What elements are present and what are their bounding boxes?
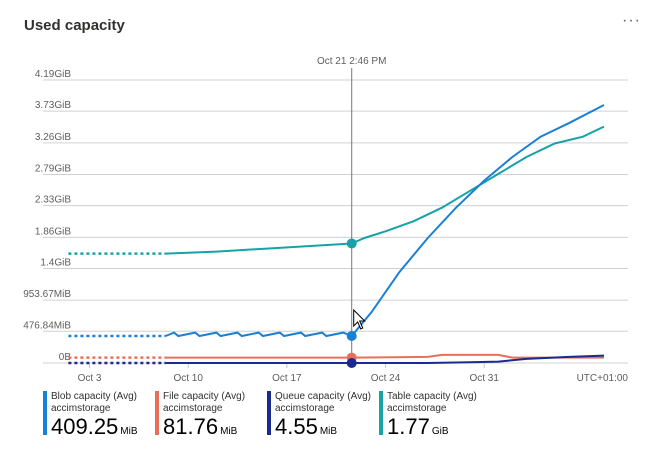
y-tick-label: 476.84MiB — [23, 320, 71, 331]
mouse-pointer-icon — [353, 308, 366, 330]
y-tick-label: 4.19GiB — [35, 69, 71, 80]
legend-series-name: Table capacity (Avg) — [387, 391, 477, 402]
legend-value: 409.25 — [51, 414, 119, 439]
series-line — [165, 104, 605, 338]
y-tick-label: 2.33GiB — [35, 195, 71, 206]
legend-series-name: Queue capacity (Avg) — [275, 391, 371, 402]
legend-unit: MiB — [220, 426, 238, 437]
legend-item[interactable]: Queue capacity (Avg) accimstorage 4.55 Mi… — [267, 391, 371, 439]
x-tick-label: Oct 3 — [78, 373, 102, 384]
y-tick-label: 1.4GiB — [40, 257, 71, 268]
legend-resource-name: accimstorage — [275, 403, 335, 414]
y-tick-label: 0B — [59, 352, 72, 363]
x-tick-label: Oct 17 — [272, 373, 302, 384]
legend-series-name: Blob capacity (Avg) — [51, 391, 137, 402]
x-tick-label: Oct 24 — [371, 373, 401, 384]
cursor-time-label: Oct 21 2:46 PM — [317, 56, 386, 67]
legend-resource-name: accimstorage — [387, 403, 447, 414]
x-tick-label: Oct 31 — [469, 373, 499, 384]
legend-value: 4.55 — [275, 414, 318, 439]
y-tick-label: 1.86GiB — [35, 226, 71, 237]
legend-unit: MiB — [319, 426, 338, 437]
card-title: Used capacity — [24, 17, 125, 34]
y-tick-label: 953.67MiB — [23, 289, 71, 300]
more-options-button[interactable]: ··· — [622, 12, 641, 29]
capacity-chart[interactable]: 4.19GiB 3.73GiB 3.26GiB 2.79GiB 2.33GiB 1.86G… — [0, 0, 656, 390]
series-line — [165, 125, 605, 255]
y-tick-label: 2.79GiB — [35, 164, 71, 175]
cursor-point — [346, 238, 357, 249]
legend-value: 81.76 — [163, 414, 219, 439]
legend-unit: MiB — [120, 426, 138, 437]
legend-color-swatch — [43, 391, 47, 435]
legend-value: 1.77 — [387, 414, 430, 439]
legend-resource-name: accimstorage — [51, 403, 111, 414]
x-tick-label: Oct 10 — [173, 373, 203, 384]
legend-unit: GiB — [431, 426, 449, 437]
series-line — [165, 354, 605, 364]
timezone-label: UTC+01:00 — [577, 373, 629, 384]
legend-item[interactable]: Blob capacity (Avg) accimstorage 409.25 M… — [43, 391, 138, 439]
y-tick-label: 3.73GiB — [35, 100, 71, 111]
legend-color-swatch — [267, 391, 271, 435]
legend-item[interactable]: Table capacity (Avg) accimstorage 1.77 Gi… — [379, 391, 477, 439]
y-tick-label: 3.26GiB — [35, 132, 71, 143]
legend-resource-name: accimstorage — [163, 403, 223, 414]
legend-color-swatch — [155, 391, 159, 435]
legend-item[interactable]: File capacity (Avg) accimstorage 81.76 Mi… — [155, 391, 246, 439]
cursor-point — [346, 330, 357, 341]
legend-series-name: File capacity (Avg) — [163, 391, 246, 402]
cursor-point — [346, 358, 357, 368]
series-line — [165, 353, 604, 359]
legend-color-swatch — [379, 391, 383, 435]
